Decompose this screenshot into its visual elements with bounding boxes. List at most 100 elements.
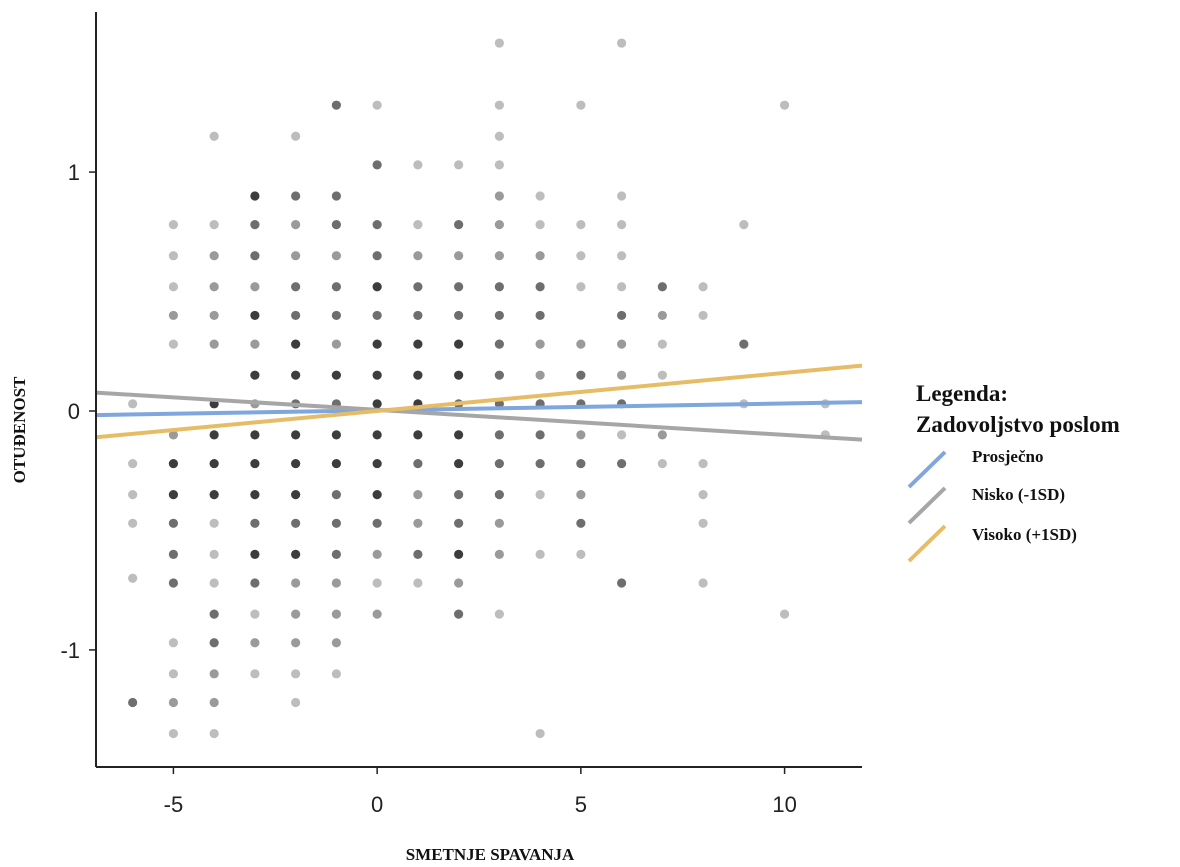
data-point — [372, 370, 382, 380]
data-point — [535, 339, 545, 349]
data-point — [454, 458, 464, 469]
data-point — [617, 370, 627, 380]
data-point — [494, 549, 504, 559]
data-point — [168, 458, 179, 469]
data-point — [454, 220, 464, 230]
data-point — [372, 251, 382, 261]
data-point — [168, 339, 179, 349]
data-point — [291, 339, 301, 349]
data-point — [168, 518, 179, 528]
data-point — [128, 399, 138, 409]
y-tick-label: 1 — [68, 160, 80, 185]
data-point — [331, 458, 341, 469]
data-point — [535, 430, 545, 440]
data-point — [128, 518, 138, 528]
data-point — [617, 220, 627, 230]
legend-label-prosjecno: Prosječno — [972, 447, 1043, 466]
data-point — [739, 339, 749, 349]
data-point — [535, 310, 545, 321]
data-point — [372, 310, 382, 321]
data-point — [779, 100, 790, 110]
data-point — [494, 160, 504, 170]
data-point — [494, 220, 504, 230]
legend-title-line2: Zadovoljstvo poslom — [916, 412, 1120, 437]
data-point — [454, 339, 464, 349]
data-point — [454, 549, 464, 559]
y-axis-title: OTUĐENOST — [10, 376, 29, 483]
data-point — [413, 518, 423, 528]
data-point — [779, 609, 790, 619]
data-point — [413, 490, 423, 500]
data-point — [454, 490, 464, 500]
data-point — [372, 100, 382, 110]
data-point — [250, 370, 260, 380]
data-point — [291, 458, 301, 469]
data-point — [291, 220, 301, 230]
data-point — [372, 220, 382, 230]
data-point — [535, 370, 545, 380]
data-point — [494, 490, 504, 500]
data-point — [168, 549, 179, 559]
data-point — [372, 339, 382, 349]
data-point — [494, 251, 504, 261]
data-point — [739, 220, 749, 230]
data-point — [494, 100, 504, 110]
data-point — [617, 251, 627, 261]
data-point — [209, 518, 219, 528]
data-point — [372, 518, 382, 528]
data-point — [413, 339, 423, 349]
data-point — [535, 458, 545, 469]
data-point — [250, 578, 260, 588]
data-point — [372, 430, 382, 440]
data-point — [209, 310, 219, 321]
data-point — [250, 490, 260, 500]
data-point — [413, 282, 423, 292]
data-point — [576, 549, 586, 559]
data-point — [454, 282, 464, 292]
data-point — [291, 697, 301, 708]
data-point — [494, 339, 504, 349]
data-point — [576, 282, 586, 292]
x-tick-label: 0 — [371, 792, 383, 817]
data-point — [494, 131, 504, 141]
data-point — [454, 430, 464, 440]
x-ticks: -5 0 5 10 — [164, 767, 797, 817]
data-point — [250, 458, 260, 469]
data-point — [617, 310, 627, 321]
data-point — [698, 282, 708, 292]
data-point — [250, 282, 260, 292]
data-point — [168, 282, 179, 292]
data-point — [331, 339, 341, 349]
data-point — [291, 578, 301, 588]
data-point — [454, 310, 464, 321]
data-point — [657, 430, 667, 440]
data-point — [535, 728, 545, 739]
data-point — [698, 490, 708, 500]
data-point — [372, 160, 382, 170]
data-point — [617, 578, 627, 588]
data-point — [168, 669, 179, 679]
data-point — [657, 282, 667, 292]
data-point — [291, 669, 301, 679]
data-point — [291, 370, 301, 380]
data-point — [372, 578, 382, 588]
data-point — [494, 458, 504, 469]
data-point — [128, 697, 138, 708]
data-point — [331, 669, 341, 679]
data-point — [209, 339, 219, 349]
data-point — [372, 490, 382, 500]
data-point — [331, 370, 341, 380]
data-point — [331, 518, 341, 528]
data-point — [250, 669, 260, 679]
data-point — [291, 549, 301, 559]
data-point — [494, 38, 504, 48]
data-point — [454, 578, 464, 588]
data-point — [494, 282, 504, 292]
data-point — [331, 490, 341, 500]
x-axis-title: SMETNJE SPAVANJA — [406, 845, 575, 864]
data-point — [657, 339, 667, 349]
data-point — [617, 339, 627, 349]
data-point — [576, 518, 586, 528]
data-point — [331, 251, 341, 261]
data-point — [209, 251, 219, 261]
